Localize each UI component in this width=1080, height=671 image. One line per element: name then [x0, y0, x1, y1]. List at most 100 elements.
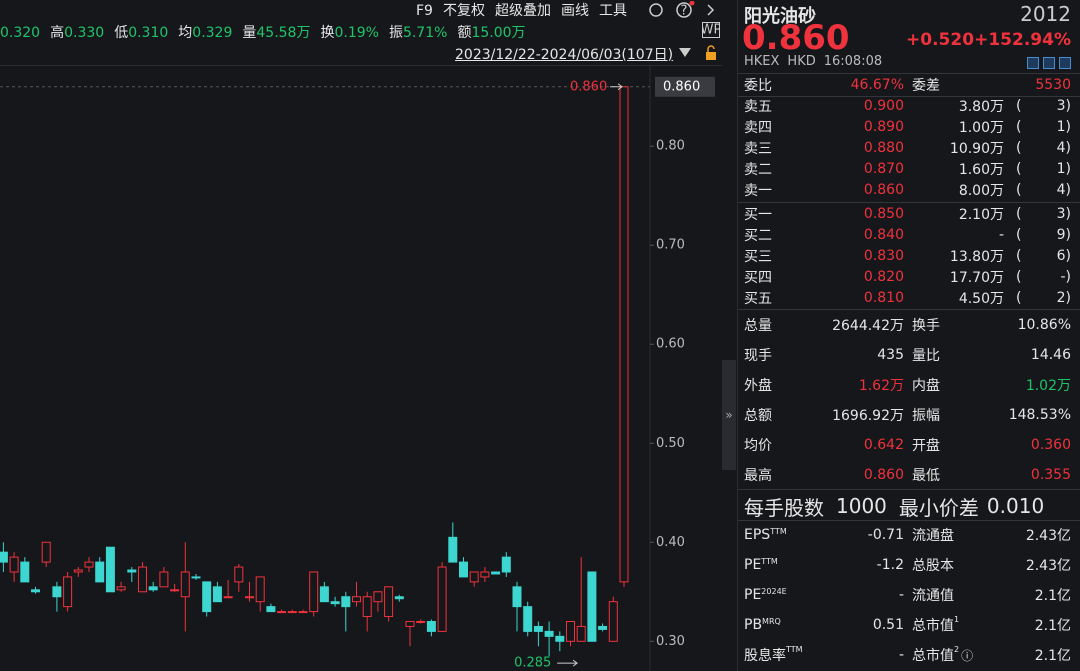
label: 均价: [744, 438, 772, 454]
icon-button[interactable]: [1027, 57, 1039, 69]
icon-button[interactable]: [1043, 57, 1055, 69]
label: 总股本: [912, 555, 1026, 575]
row: 卖四 0.890 1.00万 (1): [744, 117, 1071, 137]
candle-body: [298, 611, 308, 614]
paren: (: [1016, 98, 1022, 114]
market-line: HKEX HKD 16:08:08: [744, 54, 882, 69]
menu-item[interactable]: 超级叠加: [494, 3, 551, 19]
label: 现手: [744, 348, 772, 364]
level: 买三: [744, 249, 772, 265]
candle-body: [437, 566, 447, 632]
candle-body: [255, 576, 265, 603]
paren: ): [1065, 98, 1071, 114]
paren: (: [1016, 140, 1022, 156]
candle-body: [544, 630, 554, 637]
stat-label: 额: [457, 25, 472, 41]
price: 0.860: [863, 182, 904, 198]
label: 股息率TTM: [744, 645, 844, 665]
stat-value: 0.330: [64, 25, 105, 41]
value: 1696.92万: [832, 408, 904, 424]
separator: [738, 520, 1080, 521]
price: 0.870: [863, 161, 904, 177]
value: 1.62万: [858, 378, 904, 394]
value: -1.2: [876, 557, 904, 573]
stat-label: 均: [178, 25, 193, 41]
candle-body: [138, 566, 147, 593]
panel-icons: [1027, 57, 1071, 69]
stat-value: 5.71%: [402, 25, 448, 41]
label: 总量: [744, 318, 772, 334]
count: 1: [1056, 161, 1066, 177]
count: 2: [1056, 290, 1066, 306]
label: 委比: [744, 78, 772, 94]
row: 卖五 0.900 3.80万 (3): [744, 96, 1071, 116]
label: 总市值2 ⓘ: [912, 645, 1035, 665]
candle-body: [180, 571, 190, 598]
paren: ): [1065, 227, 1071, 243]
stat-value: 0.329: [192, 25, 233, 41]
high-label: 0.860: [570, 79, 607, 94]
candle-body: [587, 571, 597, 642]
value: 0.010: [986, 494, 1045, 518]
value: -: [898, 647, 904, 663]
label-text: PE: [744, 557, 762, 573]
volume: -: [998, 227, 1004, 243]
label: 委差: [912, 78, 940, 94]
volume: 13.80万: [949, 249, 1004, 265]
row: 买一 0.850 2.10万 (3): [744, 204, 1071, 224]
count: 1: [1056, 119, 1066, 135]
candle-body: [352, 596, 361, 603]
label: 内盘: [912, 378, 940, 394]
menu-item[interactable]: 工具: [598, 3, 627, 19]
candle-body: [469, 571, 479, 583]
candle-body: [533, 625, 543, 632]
info-icon[interactable]: ⓘ: [961, 649, 974, 663]
candle-body: [105, 546, 115, 593]
label: 最小价差: [898, 495, 979, 520]
stats: 0.320 高0.330 低0.310 均0.329 量45.58万 换0.19% 振5.7…: [0, 22, 536, 42]
collapse-handle[interactable]: »: [722, 360, 736, 470]
value: 2.1亿: [1034, 618, 1071, 634]
candle-body: [127, 569, 137, 573]
stat-label: 量: [242, 25, 257, 41]
row: PE2024E - 流通值 2.1亿: [744, 585, 1071, 605]
candle-body: [405, 620, 415, 627]
wp-icon[interactable]: WP: [702, 22, 720, 38]
candle-body: [84, 561, 94, 568]
candle-body: [159, 571, 169, 588]
label-sup: 1: [954, 615, 960, 624]
icon-button[interactable]: [1059, 57, 1071, 69]
last-price-box: [655, 76, 715, 97]
stat-label: 振: [388, 25, 403, 41]
label: 最低: [912, 468, 940, 484]
price: 0.900: [863, 98, 904, 114]
volume: 4.50万: [958, 291, 1004, 307]
separator: [738, 73, 1080, 74]
candle-body: [341, 596, 351, 608]
label-sup: TTM: [761, 557, 778, 566]
value: 1000: [836, 494, 887, 518]
label-text: 股息率: [744, 648, 786, 664]
candle-body: [459, 561, 468, 578]
low-arrow: [557, 659, 578, 667]
paren: (: [1016, 248, 1022, 264]
label: 流通值: [912, 585, 1035, 605]
date-range[interactable]: 2023/12/22-2024/06/03(107日): [455, 47, 674, 63]
candle-body: [319, 586, 329, 603]
paren: (: [1016, 269, 1022, 285]
row: 均价 0.642 开盘 0.360: [744, 435, 1071, 455]
menu-item[interactable]: F9: [416, 3, 433, 19]
candle-body: [202, 581, 212, 613]
menu-item[interactable]: 画线: [560, 3, 589, 19]
candle-body: [501, 556, 511, 573]
row: 买二 0.840 -(9): [744, 225, 1071, 245]
row: EPSTTM -0.71 流通盘 2.43亿: [744, 525, 1071, 545]
menu-item[interactable]: 不复权: [442, 3, 485, 19]
label: PE2024E: [744, 587, 844, 603]
candle-body: [148, 586, 158, 591]
range-icons: [679, 45, 716, 60]
label: EPSTTM: [744, 527, 844, 543]
label: 量比: [912, 348, 940, 364]
volume: 1.60万: [958, 162, 1004, 178]
stat-value: 0.310: [128, 25, 169, 41]
